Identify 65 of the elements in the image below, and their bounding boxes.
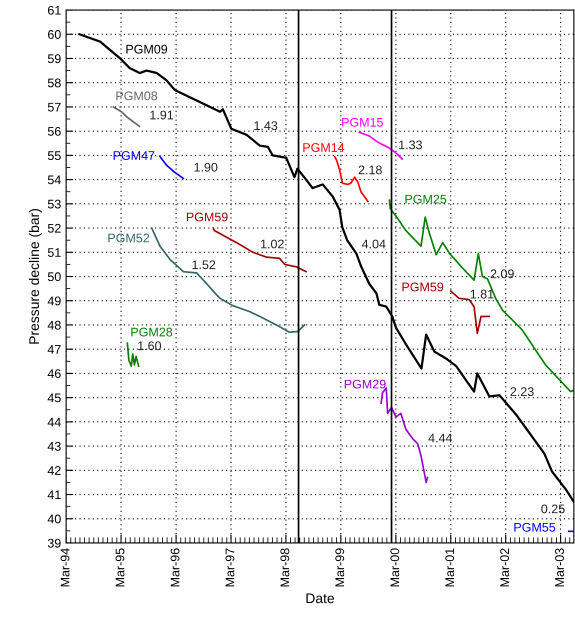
line-series (159, 156, 184, 180)
y-tick-label: 53 (48, 200, 61, 208)
y-tick-label: 60 (48, 30, 61, 39)
annotation: 1.43 (254, 121, 278, 130)
series-label: PGM09 (126, 44, 168, 54)
y-tick-label: 55 (48, 151, 61, 160)
line-series (112, 106, 140, 128)
x-tick-label: Mar-96 (170, 548, 180, 586)
y-tick-label: 52 (48, 224, 61, 233)
y-tick-label: 39 (48, 538, 61, 548)
annotation: 1.52 (192, 260, 216, 270)
annotation: 1.91 (150, 110, 174, 120)
x-tick-label: Mar-94 (60, 548, 70, 586)
x-tick-label: Mar-00 (390, 548, 400, 586)
line-series (380, 387, 428, 484)
series-label: PGM29 (344, 380, 386, 389)
series-label: PGM25 (405, 194, 446, 204)
x-tick-label: Mar-03 (555, 548, 564, 586)
annotation: 1.33 (399, 140, 422, 150)
y-tick-label: 57 (48, 102, 61, 112)
y-tick-label: 59 (48, 54, 61, 64)
x-tick-label: Mar-99 (335, 548, 344, 586)
y-tick-label: 58 (48, 78, 61, 88)
y-axis-title: Pressure decline (bar) (28, 209, 42, 344)
y-tick-label: 50 (48, 272, 61, 282)
annotation: 1.81 (470, 290, 494, 299)
series-label: PGM08 (116, 91, 158, 100)
y-tick-label: 45 (48, 394, 61, 402)
y-tick-label: 41 (48, 490, 61, 500)
y-tick-label: 46 (48, 369, 61, 378)
series-label: PGM59 (186, 212, 228, 222)
y-tick-label: 54 (48, 176, 61, 184)
x-tick-label: Mar-97 (226, 548, 234, 586)
x-tick-label: Mar-02 (500, 548, 510, 586)
x-tick-label: Mar-01 (445, 548, 454, 586)
y-tick-label: 61 (48, 6, 61, 15)
x-tick-label: Mar-95 (116, 548, 124, 586)
line-series (126, 342, 140, 367)
series-label: PGM59 (402, 282, 444, 292)
annotation: 2.09 (490, 269, 514, 278)
series-label: PGM47 (114, 151, 154, 160)
annotation: 1.60 (138, 341, 162, 350)
series-label: PGM14 (303, 143, 344, 152)
annotation: 2.18 (358, 165, 382, 174)
annotation: 4.04 (362, 240, 386, 248)
y-tick-label: 40 (48, 514, 61, 524)
y-tick-label: 44 (48, 418, 61, 426)
y-tick-label: 47 (48, 345, 61, 354)
annotation: 4.44 (428, 434, 452, 442)
series-label: PGM52 (108, 234, 150, 242)
series-label: PGM28 (131, 328, 172, 336)
annotation: 2.23 (510, 387, 534, 396)
y-tick-label: 56 (48, 126, 61, 136)
x-axis-title: Date (306, 594, 334, 604)
series-label: PGM55 (514, 522, 556, 532)
annotation: 0.25 (541, 504, 565, 514)
y-tick-label: 48 (48, 320, 61, 330)
y-tick-label: 49 (48, 296, 61, 306)
series-label: PGM15 (342, 118, 383, 127)
x-tick-label: Mar-98 (280, 548, 290, 586)
y-tick-label: 51 (48, 248, 61, 257)
y-tick-label: 42 (48, 466, 61, 475)
y-tick-label: 43 (48, 442, 61, 451)
annotation: 1.02 (261, 240, 284, 248)
annotation: 1.90 (194, 162, 218, 172)
